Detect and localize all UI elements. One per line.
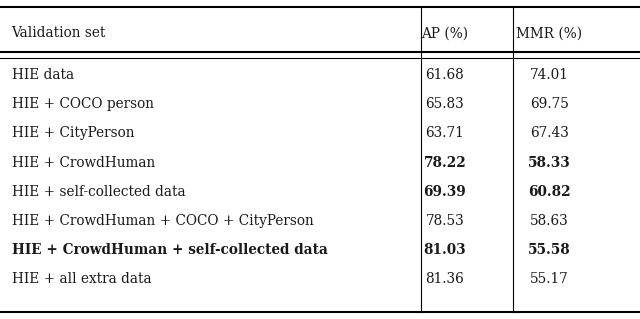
Text: HIE + CityPerson: HIE + CityPerson	[12, 126, 134, 140]
Text: HIE + COCO person: HIE + COCO person	[12, 97, 154, 111]
Text: HIE + self-collected data: HIE + self-collected data	[12, 185, 185, 199]
Text: AP (%): AP (%)	[421, 26, 468, 41]
Text: 55.58: 55.58	[528, 243, 570, 257]
Text: 81.36: 81.36	[426, 272, 464, 286]
Text: 74.01: 74.01	[530, 68, 568, 82]
Text: 60.82: 60.82	[528, 185, 570, 199]
Text: MMR (%): MMR (%)	[516, 26, 582, 41]
Text: 78.53: 78.53	[426, 214, 464, 228]
Text: HIE + all extra data: HIE + all extra data	[12, 272, 151, 286]
Text: HIE data: HIE data	[12, 68, 74, 82]
Text: Validation set: Validation set	[12, 26, 106, 41]
Text: 78.22: 78.22	[424, 156, 466, 169]
Text: 81.03: 81.03	[424, 243, 466, 257]
Text: 67.43: 67.43	[530, 126, 568, 140]
Text: 55.17: 55.17	[530, 272, 568, 286]
Text: 58.33: 58.33	[528, 156, 570, 169]
Text: HIE + CrowdHuman + COCO + CityPerson: HIE + CrowdHuman + COCO + CityPerson	[12, 214, 313, 228]
Text: HIE + CrowdHuman + self-collected data: HIE + CrowdHuman + self-collected data	[12, 243, 328, 257]
Text: 63.71: 63.71	[426, 126, 464, 140]
Text: HIE + CrowdHuman: HIE + CrowdHuman	[12, 156, 155, 169]
Text: 58.63: 58.63	[530, 214, 568, 228]
Text: 61.68: 61.68	[426, 68, 464, 82]
Text: 65.83: 65.83	[426, 97, 464, 111]
Text: 69.75: 69.75	[530, 97, 568, 111]
Text: 69.39: 69.39	[424, 185, 466, 199]
